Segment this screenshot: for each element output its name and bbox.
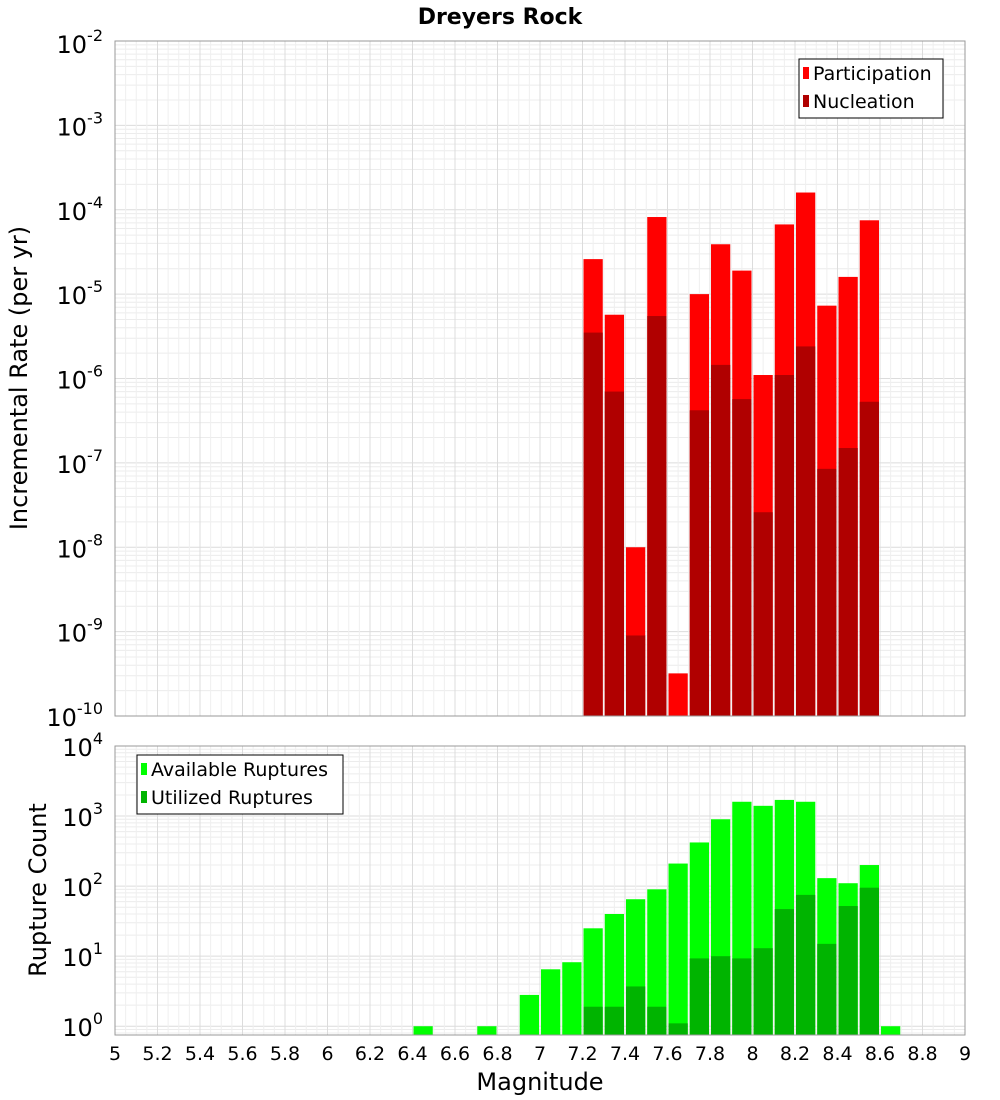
bottom-bar-utilized-ruptures (774, 909, 794, 1035)
top-bar-nucleation (732, 399, 752, 716)
x-tick-label: 6.4 (397, 1043, 427, 1065)
top-bar-nucleation (689, 410, 709, 716)
bottom-bar-available-ruptures (604, 914, 624, 1035)
top-bar-nucleation (583, 332, 603, 716)
x-tick-label: 5.4 (185, 1043, 215, 1065)
x-tick-label: 8.2 (780, 1043, 810, 1065)
bottom-legend-label: Utilized Ruptures (151, 787, 313, 809)
bottom-bar-utilized-ruptures (859, 887, 879, 1035)
bottom-y-tick-label: 102 (62, 869, 103, 902)
bottom-bar-available-ruptures (881, 1026, 901, 1035)
bottom-bar-utilized-ruptures (817, 943, 837, 1035)
bottom-y-tick-label: 104 (62, 729, 103, 762)
bottom-bar-available-ruptures (477, 1026, 497, 1035)
top-bar-nucleation (626, 635, 646, 716)
bottom-bar-available-ruptures (541, 969, 561, 1035)
top-bar-participation (668, 673, 688, 716)
top-bar-nucleation (711, 364, 731, 716)
top-bar-nucleation (647, 316, 667, 716)
x-tick-label: 7.8 (695, 1043, 725, 1065)
x-tick-label: 7 (534, 1043, 546, 1065)
top-legend-label: Participation (813, 63, 932, 85)
top-y-tick-label: 10-3 (57, 108, 104, 141)
x-tick-label: 8.4 (822, 1043, 852, 1065)
x-tick-label: 9 (959, 1043, 971, 1065)
bottom-legend-swatch (141, 763, 147, 775)
top-y-tick-label: 10-2 (57, 26, 104, 59)
top-bar-nucleation (796, 346, 816, 716)
x-tick-label: 7.4 (610, 1043, 640, 1065)
bottom-bar-utilized-ruptures (689, 958, 709, 1035)
x-tick-label: 8.6 (865, 1043, 895, 1065)
top-y-tick-label: 10-10 (46, 699, 103, 732)
bottom-bar-utilized-ruptures (711, 956, 731, 1035)
top-legend-swatch (803, 67, 809, 79)
bottom-bar-available-ruptures (647, 889, 667, 1035)
bottom-bar-utilized-ruptures (838, 906, 858, 1035)
bottom-bar-utilized-ruptures (796, 894, 816, 1035)
bottom-bar-available-ruptures (668, 863, 688, 1035)
top-bar-nucleation (817, 468, 837, 716)
x-axis-label: Magnitude (476, 1068, 603, 1096)
x-tick-label: 5.2 (142, 1043, 172, 1065)
chart-title: Dreyers Rock (418, 5, 584, 30)
bottom-plot-frame (114, 745, 966, 1036)
x-tick-label: 5.6 (227, 1043, 257, 1065)
bottom-y-tick-label: 103 (62, 799, 103, 832)
bottom-legend-label: Available Ruptures (151, 759, 328, 781)
x-tick-label: 6.8 (482, 1043, 512, 1065)
x-tick-label: 7.2 (567, 1043, 597, 1065)
bottom-bar-utilized-ruptures (626, 986, 646, 1035)
top-y-tick-label: 10-9 (57, 615, 104, 648)
top-plot-frame (114, 40, 966, 717)
x-tick-label: 6.6 (440, 1043, 470, 1065)
top-y-tick-label: 10-8 (57, 530, 104, 563)
bottom-y-tick-label: 100 (62, 1009, 103, 1042)
top-legend-label: Nucleation (813, 91, 915, 113)
top-y-tick-label: 10-5 (57, 277, 104, 310)
top-bar-nucleation (753, 512, 773, 716)
bottom-bar-utilized-ruptures (753, 948, 773, 1035)
top-bar-nucleation (774, 375, 794, 716)
x-tick-label: 5 (109, 1043, 121, 1065)
top-bar-nucleation (604, 391, 624, 716)
bottom-bar-available-ruptures (413, 1026, 433, 1035)
top-bar-nucleation (859, 401, 879, 716)
x-tick-label: 7.6 (652, 1043, 682, 1065)
x-tick-label: 5.8 (270, 1043, 300, 1065)
bottom-bar-utilized-ruptures (668, 1023, 688, 1035)
top-legend-swatch (803, 95, 809, 107)
top-y-tick-label: 10-7 (57, 446, 104, 479)
bottom-bar-available-ruptures (562, 962, 582, 1035)
x-tick-label: 8 (746, 1043, 758, 1065)
x-tick-label: 6.2 (355, 1043, 385, 1065)
bottom-y-tick-label: 101 (62, 939, 103, 972)
x-tick-label: 6 (321, 1043, 333, 1065)
bottom-bar-utilized-ruptures (604, 1006, 624, 1035)
x-tick-label: 8.8 (907, 1043, 937, 1065)
top-y-axis-label: Incremental Rate (per yr) (5, 226, 33, 530)
top-bar-nucleation (838, 448, 858, 716)
bottom-bar-available-ruptures (519, 994, 539, 1035)
bottom-y-axis-label: Rupture Count (24, 803, 52, 977)
bottom-legend-box (136, 754, 344, 815)
bottom-bar-utilized-ruptures (647, 1006, 667, 1035)
top-y-tick-label: 10-4 (57, 193, 104, 226)
top-legend-box (798, 58, 944, 119)
top-y-tick-label: 10-6 (57, 362, 104, 395)
bottom-bar-utilized-ruptures (583, 1006, 603, 1035)
bottom-legend-swatch (141, 791, 147, 803)
bottom-bar-utilized-ruptures (732, 958, 752, 1035)
